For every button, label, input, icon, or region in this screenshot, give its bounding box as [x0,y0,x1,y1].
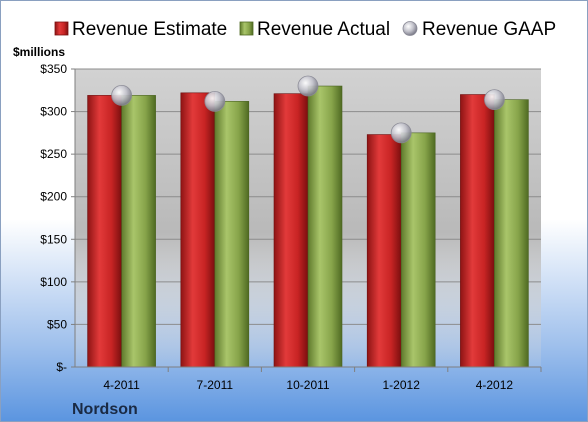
legend-item-gaap: Revenue GAAP [402,19,556,40]
y-axis-unit-label: $millions [13,45,65,59]
bar-revenue-estimate [366,134,402,368]
x-tick-label: 10-2011 [286,378,329,392]
legend-label-gaap: Revenue GAAP [422,19,556,40]
bar-revenue-estimate [180,92,216,368]
bars [87,85,529,368]
y-tick-label: $200 [40,190,67,204]
gaap-markers [111,75,505,144]
y-tick-label: $300 [40,105,67,119]
bar-revenue-actual [400,132,436,368]
marker-revenue-gaap [204,90,226,112]
bar-revenue-actual [214,101,250,368]
bar-revenue-actual [494,99,529,368]
x-tick-label: 4-2012 [476,378,514,392]
bar-revenue-estimate [273,93,309,368]
legend-item-estimate: Revenue Estimate [54,19,227,40]
x-tick-label: 4-2011 [103,378,140,392]
legend-label-actual: Revenue Actual [257,19,390,40]
legend-swatch-estimate [54,21,69,36]
y-tick-label: $250 [40,147,67,161]
y-axis-ticks: $- $50 $100 $150 $200 $250 $300 $350 [40,62,75,374]
bar-revenue-estimate [460,94,495,368]
legend-label-estimate: Revenue Estimate [72,19,227,40]
y-tick-label: $- [56,360,67,374]
bar-revenue-actual [307,85,343,368]
marker-revenue-gaap [297,75,319,97]
y-tick-label: $50 [47,317,67,331]
legend-swatch-actual [239,21,254,36]
x-tick-label: 7-2011 [197,378,234,392]
legend: Revenue Estimate Revenue Actual Revenue … [54,19,556,40]
legend-marker-gaap [402,21,418,36]
marker-revenue-gaap [390,122,412,144]
x-axis-ticks: 4-2011 7-2011 10-2011 1-2012 4-2012 [103,367,542,392]
company-name: Nordson [72,401,138,418]
bar-revenue-actual [121,95,156,368]
marker-revenue-gaap [111,84,132,106]
legend-item-actual: Revenue Actual [239,19,390,40]
marker-revenue-gaap [483,89,505,111]
y-tick-label: $150 [40,232,67,246]
x-tick-label: 1-2012 [383,378,421,392]
bar-revenue-estimate [87,95,122,368]
y-tick-label: $100 [40,275,67,289]
y-tick-label: $350 [40,62,67,76]
